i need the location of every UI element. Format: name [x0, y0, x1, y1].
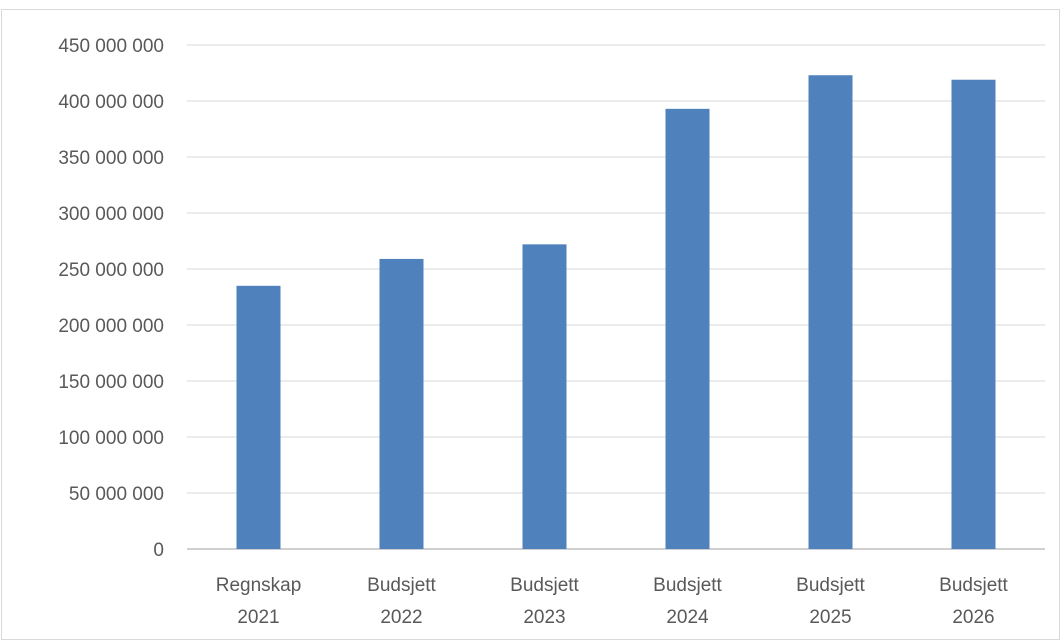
x-category-label: Budsjett — [939, 575, 1008, 596]
y-tick-label: 50 000 000 — [69, 484, 164, 505]
y-tick-label: 300 000 000 — [58, 204, 164, 225]
bar — [808, 75, 853, 550]
y-tick-label: 150 000 000 — [58, 372, 164, 393]
x-category-label: 2022 — [380, 607, 422, 628]
bars — [236, 75, 996, 550]
y-tick-label: 0 — [153, 540, 164, 561]
bar — [236, 285, 281, 549]
y-axis-tick-labels: 0 50 000 000 100 000 000 150 000 000 200 000… — [58, 36, 164, 561]
x-category-label: Budsjett — [367, 575, 436, 596]
y-tick-label: 200 000 000 — [58, 316, 164, 337]
chart-frame: 0 50 000 000 100 000 000 150 000 000 200 000… — [1, 9, 1060, 640]
y-tick-label: 100 000 000 — [58, 428, 164, 449]
x-category-label: 2025 — [809, 607, 851, 628]
y-tick-label: 250 000 000 — [58, 260, 164, 281]
gridlines — [187, 44, 1045, 494]
y-tick-label: 350 000 000 — [58, 148, 164, 169]
x-category-label: Budsjett — [653, 575, 722, 596]
x-category-label: Budsjett — [796, 575, 865, 596]
x-category-label: 2021 — [237, 607, 279, 628]
x-category-label: Regnskap — [216, 575, 302, 596]
bar — [522, 244, 567, 550]
bar — [665, 108, 710, 549]
x-category-label: 2026 — [952, 607, 994, 628]
bar — [951, 79, 996, 549]
x-category-label: Budsjett — [510, 575, 579, 596]
x-category-label: 2024 — [666, 607, 709, 628]
x-category-label: 2023 — [523, 607, 565, 628]
bar-chart: 0 50 000 000 100 000 000 150 000 000 200 000… — [58, 36, 1045, 628]
y-tick-label: 450 000 000 — [58, 36, 164, 57]
bar — [379, 258, 424, 549]
y-tick-label: 400 000 000 — [58, 92, 164, 113]
x-axis-category-labels: Regnskap 2021 Budsjett 2022 Budsjett 2023 Buds… — [216, 575, 1009, 628]
